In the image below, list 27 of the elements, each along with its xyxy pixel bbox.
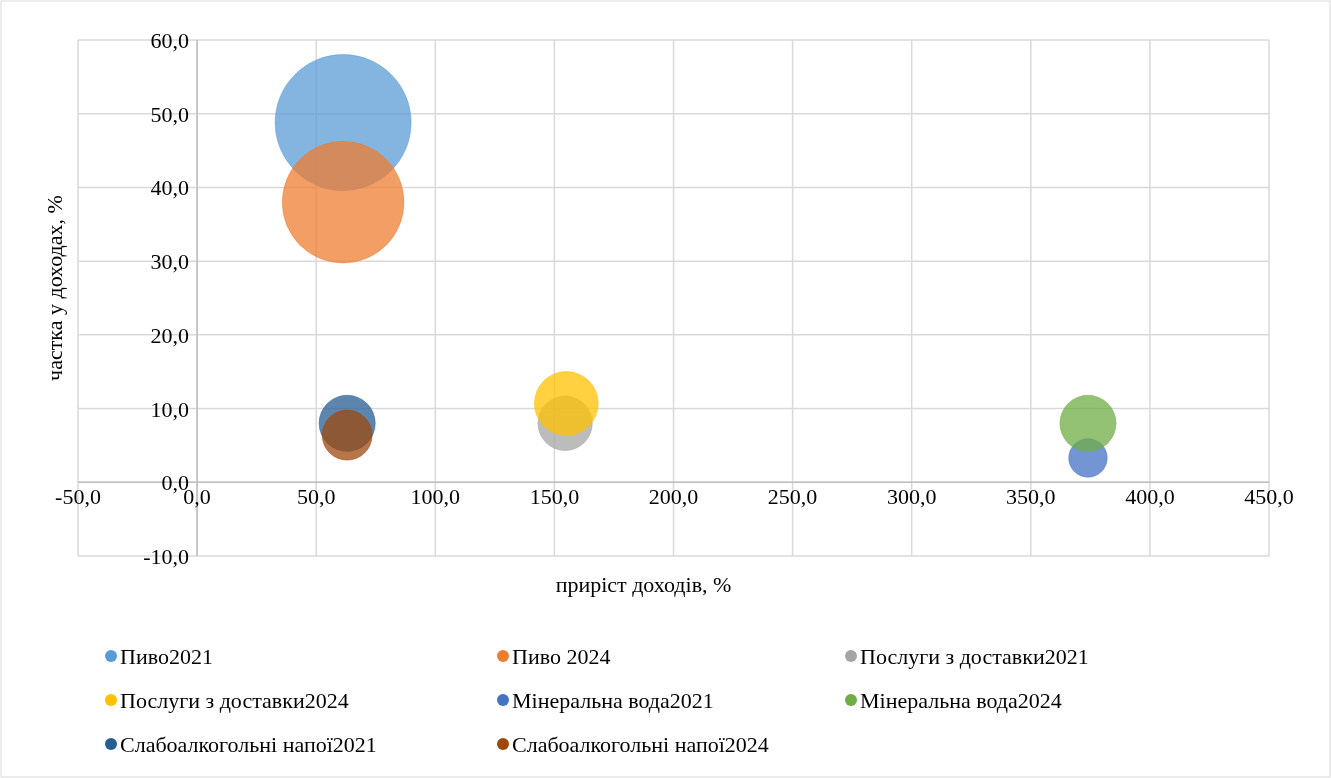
- legend-label: Послуги з доставки2021: [860, 644, 1089, 669]
- x-tick-label: 150,0: [529, 484, 580, 510]
- x-tick-label: 400,0: [1125, 484, 1175, 510]
- y-tick-label: 10,0: [150, 396, 190, 422]
- y-tick-label: 40,0: [150, 175, 190, 201]
- legend-label: Мінеральна вода2024: [860, 688, 1062, 713]
- x-tick-label: -50,0: [55, 484, 101, 510]
- legend-label: Слабоалкогольні напої2021: [120, 732, 377, 757]
- legend-label: Пиво 2024: [512, 644, 611, 669]
- y-tick-label: -10,0: [143, 544, 190, 569]
- y-tick-label: 60,0: [150, 28, 190, 53]
- x-tick-label: 300,0: [886, 484, 937, 510]
- legend-label: Послуги з доставки2024: [120, 688, 349, 713]
- y-tick-label: 50,0: [150, 101, 190, 127]
- x-tick-label: 50,0: [296, 484, 336, 510]
- legend-label: Пиво2021: [120, 644, 213, 669]
- x-axis-title: приріст доходів, %: [555, 572, 732, 597]
- x-tick-label: 250,0: [767, 484, 818, 510]
- legend-label: Слабоалкогольні напої2024: [512, 732, 769, 757]
- x-tick-label: 100,0: [410, 484, 461, 510]
- x-tick-label: 200,0: [648, 484, 699, 510]
- y-axis-title: частка у доходах, %: [42, 195, 67, 381]
- y-tick-label: 20,0: [150, 322, 190, 348]
- x-tick-label: 350,0: [1006, 484, 1056, 510]
- y-tick-label: 30,0: [150, 249, 190, 275]
- legend-label: Мінеральна вода2021: [512, 688, 714, 713]
- x-tick-label: 450,0: [1244, 484, 1294, 510]
